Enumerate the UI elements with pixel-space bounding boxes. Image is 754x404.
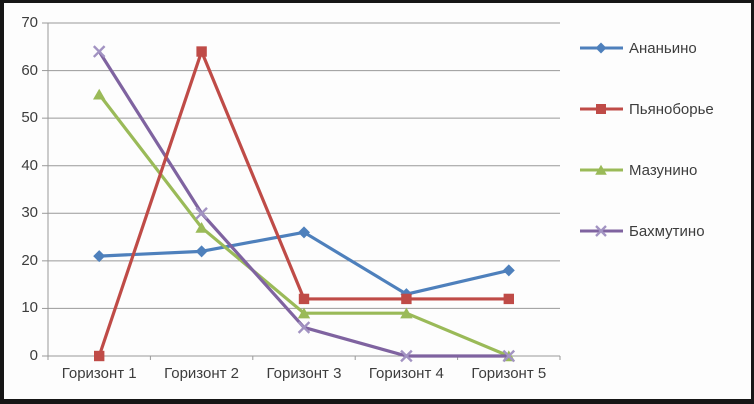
legend-label: Бахмутино [629,222,705,240]
series-marker-square [196,46,207,57]
series-marker-square [94,350,105,362]
legend-marker-diamond-icon [580,42,623,54]
series-marker-triangle [400,307,413,319]
series-marker-x [297,321,311,334]
series-marker-triangle [195,221,208,233]
legend: Ананьино Пьяноборье Мазунино Бахмутино [4,3,751,399]
series-marker-diamond [195,245,208,258]
legend-marker-x-icon [580,225,623,237]
y-axis-tick-label: 70 [21,14,38,31]
series-marker-x [400,349,413,363]
legend-marker-triangle [595,164,607,175]
y-axis-tick-label: 10 [21,299,38,317]
series-marker-square [298,293,310,305]
x-axis-label: Горизонт 4 [368,365,444,382]
y-axis-tick-label: 60 [21,61,38,79]
legend-marker-square [596,104,606,114]
series-marker-x [92,45,106,58]
series-marker-square [503,293,514,305]
x-axis-label: Горизонт 2 [164,365,240,382]
series-marker-x [195,207,208,220]
x-axis-label: Горизонт 5 [471,365,547,382]
series-marker-triangle [297,307,311,319]
y-axis-tick-label: 20 [21,251,38,269]
legend-marker-diamond [595,42,607,54]
legend-marker-triangle-icon [580,164,623,175]
series-marker-diamond [298,226,310,239]
y-axis-tick-label: 40 [21,156,38,174]
y-axis-tick-label: 0 [29,347,38,364]
series-marker-diamond [502,264,515,277]
legend-marker-square-icon [580,104,623,114]
legend-item: Бахмутино [580,221,705,241]
legend-item: Пьяноборье [580,99,714,119]
legend-label: Ананьино [629,39,697,57]
x-axis-label: Горизонт 1 [61,365,137,382]
series-marker-square [401,293,412,305]
y-axis-tick-label: 30 [21,204,38,222]
plot-area [42,22,561,363]
legend-label: Мазунино [629,161,698,179]
legend-item: Мазунино [580,160,697,180]
series-marker-triangle [93,88,106,100]
axis-labels-layer: 0 10 20 30 40 50 60 70 Горизонт 1 Горизонт 2 Гориз… [4,3,751,399]
legend-item: Ананьино [580,38,697,58]
y-axis-tick-label: 50 [21,109,38,127]
x-axis-label: Горизонт 3 [266,365,342,382]
legend-label: Пьяноборье [629,100,714,118]
series-marker-x [502,349,516,363]
legend-marker-x [595,225,607,237]
series-marker-diamond [93,250,106,263]
